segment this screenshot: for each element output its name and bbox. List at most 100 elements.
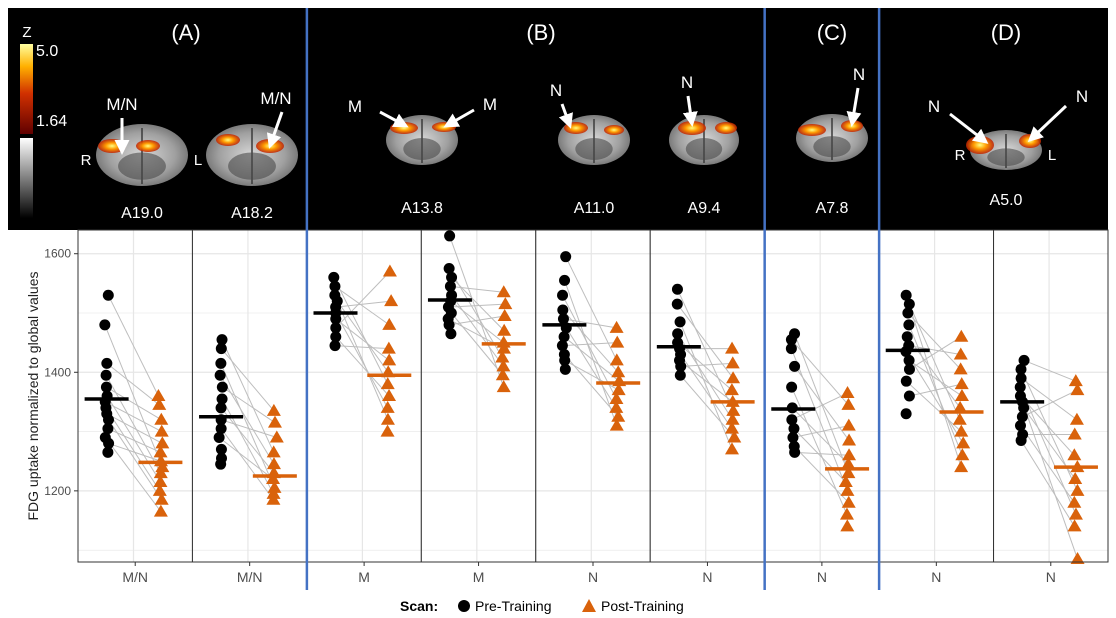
facets: M/N M/N M M N N N N N (77, 229, 1109, 585)
paired-line (1022, 389, 1078, 418)
panel-letter-c: (C) (817, 20, 848, 45)
pre-training-point (785, 334, 797, 346)
x-tick-label: N (931, 569, 941, 585)
annotation-arrow (379, 110, 409, 128)
post-training-point (381, 341, 396, 354)
post-training-point (1067, 495, 1082, 508)
post-training-point (266, 403, 281, 416)
post-training-point (952, 412, 967, 425)
paired-line (909, 383, 962, 397)
paired-line (1020, 440, 1075, 527)
facet-6: N (649, 229, 766, 585)
slice-label: A7.8 (816, 200, 849, 217)
arrow-label: N (550, 81, 562, 100)
paired-line (104, 437, 162, 512)
pre-training-point (903, 298, 915, 310)
pre-training-point (1015, 372, 1027, 384)
pre-training-point (901, 331, 913, 343)
post-training-point (955, 448, 970, 461)
post-training-point (380, 377, 395, 390)
pre-training-point (216, 334, 228, 346)
post-training-point (1067, 448, 1082, 461)
paired-line (1023, 359, 1077, 382)
post-training-point (841, 397, 856, 410)
pre-training-point (789, 446, 801, 458)
post-training-point (496, 359, 511, 372)
panel-letter-b: (B) (526, 20, 555, 45)
paired-line (677, 289, 734, 412)
paired-line (335, 312, 389, 409)
panel-dividers (305, 8, 881, 590)
slice-label: A19.0 (121, 205, 163, 222)
post-training-point (267, 480, 282, 493)
post-training-point (498, 297, 513, 310)
post-training-point (153, 504, 168, 517)
facet-panel (78, 230, 193, 562)
paired-line (905, 295, 962, 468)
pre-training-point (443, 263, 455, 275)
pre-training-point (330, 322, 342, 334)
facet-9: N (993, 229, 1109, 585)
post-training-point (154, 424, 169, 437)
side-label-right: L (194, 152, 202, 169)
paired-line (909, 336, 962, 370)
post-training-point (155, 436, 170, 449)
paired-line (1020, 369, 1078, 492)
post-training-point (1068, 374, 1083, 387)
legend-pre-marker (458, 600, 470, 612)
pre-training-point (557, 289, 569, 301)
activation-blob (564, 122, 588, 134)
post-training-point (382, 353, 397, 366)
paired-line (219, 374, 275, 465)
x-tick-label: M/N (237, 569, 263, 585)
pre-training-point (213, 432, 225, 443)
pre-training-point (215, 343, 227, 355)
pre-training-point (1014, 420, 1026, 432)
arrow-label: N (1076, 87, 1088, 106)
post-training-point (611, 365, 626, 378)
legend-title: Scan: (400, 598, 438, 614)
brain-slices: M/N R L A19.0 M/N A18.2 M M A13.8 N A11.0 N A9.4 N A7.… (81, 65, 1089, 222)
post-training-point (154, 412, 169, 425)
paired-line (334, 295, 389, 420)
post-training-point (380, 400, 395, 413)
side-label-left: R (81, 152, 92, 169)
pre-training-point (103, 437, 115, 449)
pre-training-point (330, 313, 342, 325)
post-training-point (725, 412, 740, 425)
pre-training-point (100, 369, 112, 381)
brain-slice: N A7.8 (796, 65, 868, 217)
pre-training-point (559, 274, 571, 286)
paired-line (107, 294, 159, 397)
pre-training-point (215, 402, 227, 414)
post-training-point (266, 457, 281, 470)
facet-8: N (878, 229, 995, 585)
x-tick-label: N (817, 569, 827, 585)
pre-training-point (900, 375, 912, 387)
pre-training-point (557, 313, 569, 325)
brain-slice: M/N R L A19.0 (81, 95, 203, 222)
pre-training-point (902, 307, 914, 319)
brain-inner-structure (813, 136, 851, 158)
facet-5: N (535, 229, 651, 585)
pre-training-point (99, 319, 111, 331)
colorbar: Z 5.0 1.64 (20, 24, 67, 218)
paired-line (335, 300, 392, 308)
activation-blob (216, 134, 240, 146)
post-training-point (495, 350, 510, 363)
post-training-point (953, 347, 968, 360)
paired-line (791, 392, 848, 421)
paired-line (104, 324, 163, 468)
post-training-point (152, 397, 167, 410)
paired-line (679, 321, 733, 450)
paired-line (1022, 401, 1079, 560)
pre-training-point (558, 331, 570, 343)
arrow-label: N (928, 97, 940, 116)
facet-panel (192, 230, 307, 562)
paired-line (220, 428, 274, 501)
paired-line (791, 339, 849, 406)
paired-line (333, 277, 389, 385)
paired-line (1019, 386, 1077, 515)
post-training-point (609, 418, 624, 431)
